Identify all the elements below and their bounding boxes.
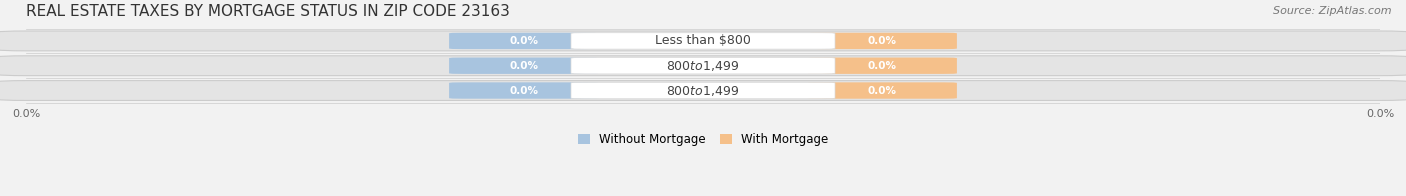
FancyBboxPatch shape	[0, 81, 1406, 100]
Text: 0.0%: 0.0%	[868, 36, 897, 46]
Text: 0.0%: 0.0%	[509, 85, 538, 95]
FancyBboxPatch shape	[0, 56, 1406, 76]
Text: 0.0%: 0.0%	[868, 85, 897, 95]
FancyBboxPatch shape	[808, 58, 957, 74]
FancyBboxPatch shape	[571, 33, 835, 49]
Text: REAL ESTATE TAXES BY MORTGAGE STATUS IN ZIP CODE 23163: REAL ESTATE TAXES BY MORTGAGE STATUS IN …	[25, 4, 510, 19]
FancyBboxPatch shape	[449, 58, 598, 74]
Text: 0.0%: 0.0%	[509, 36, 538, 46]
FancyBboxPatch shape	[571, 58, 835, 74]
Text: $800 to $1,499: $800 to $1,499	[666, 59, 740, 73]
Text: 0.0%: 0.0%	[868, 61, 897, 71]
Text: Less than $800: Less than $800	[655, 34, 751, 47]
FancyBboxPatch shape	[449, 82, 598, 99]
FancyBboxPatch shape	[449, 33, 598, 49]
FancyBboxPatch shape	[808, 33, 957, 49]
FancyBboxPatch shape	[808, 82, 957, 99]
Text: 0.0%: 0.0%	[509, 61, 538, 71]
Text: $800 to $1,499: $800 to $1,499	[666, 83, 740, 98]
FancyBboxPatch shape	[571, 82, 835, 99]
Text: Source: ZipAtlas.com: Source: ZipAtlas.com	[1274, 6, 1392, 16]
FancyBboxPatch shape	[0, 31, 1406, 51]
Legend: Without Mortgage, With Mortgage: Without Mortgage, With Mortgage	[578, 133, 828, 146]
